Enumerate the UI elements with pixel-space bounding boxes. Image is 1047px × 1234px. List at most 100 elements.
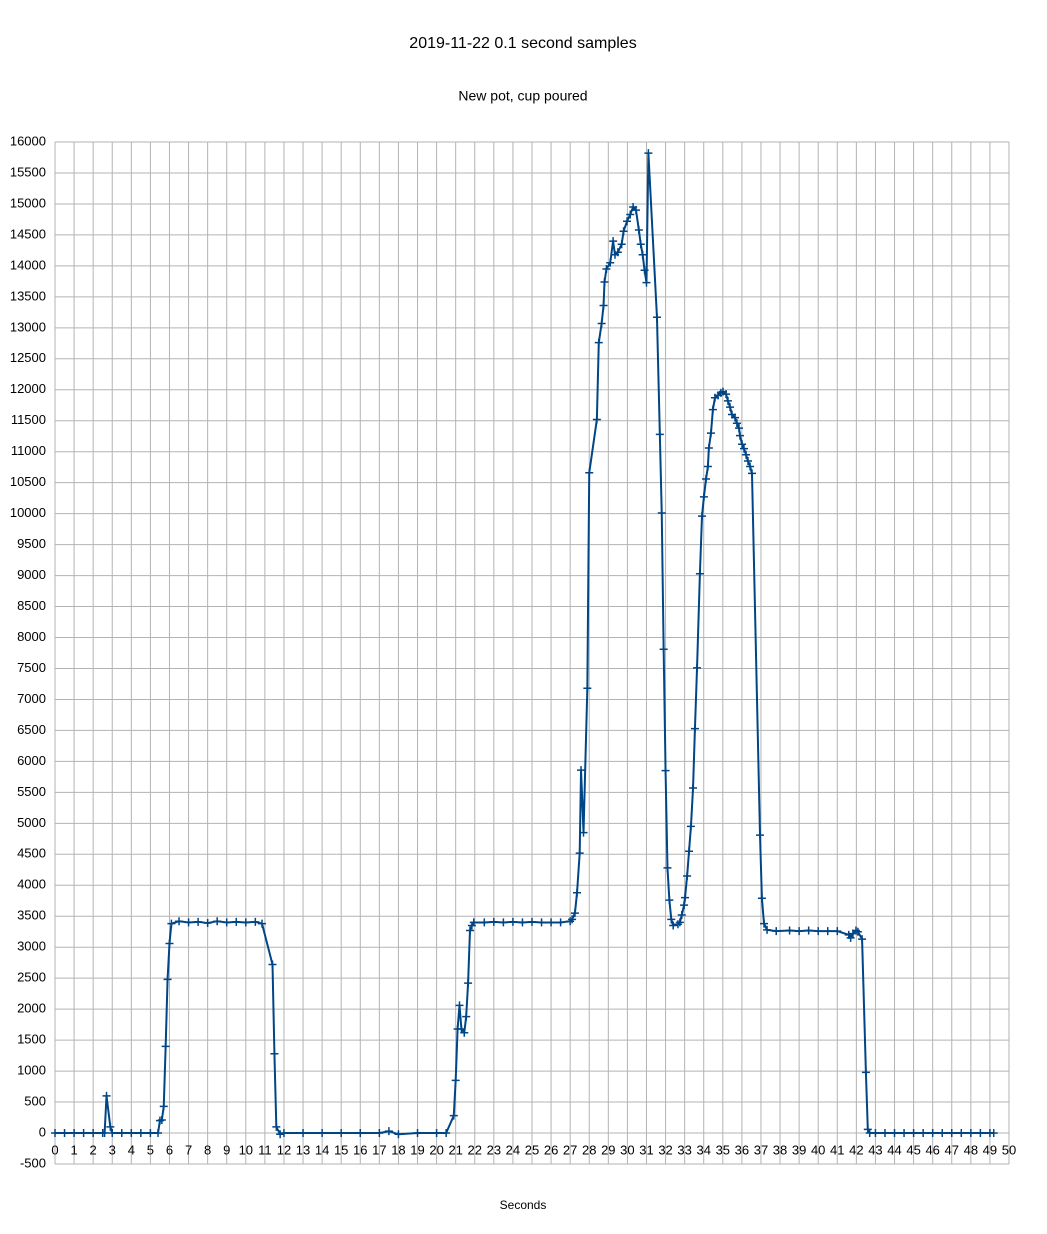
y-tick-label: 11000 xyxy=(11,443,46,458)
data-point xyxy=(673,920,682,929)
data-point xyxy=(570,909,579,918)
data-point xyxy=(528,917,536,926)
x-tick-label: 17 xyxy=(372,1142,386,1157)
y-tick-label: 6500 xyxy=(17,722,46,737)
data-point xyxy=(432,1129,441,1138)
data-point xyxy=(756,831,765,840)
y-tick-label: 13000 xyxy=(10,319,46,334)
data-point xyxy=(772,927,781,936)
x-tick-label: 29 xyxy=(601,1142,615,1157)
data-point xyxy=(909,1129,918,1138)
data-point xyxy=(455,1001,464,1010)
data-point xyxy=(51,1129,59,1138)
x-tick-label: 7 xyxy=(185,1142,192,1157)
data-point xyxy=(742,450,751,459)
data-point xyxy=(689,784,698,793)
x-tick-label: 49 xyxy=(983,1142,997,1157)
data-point xyxy=(900,1129,909,1138)
x-tick-label: 18 xyxy=(391,1142,405,1157)
data-point xyxy=(566,917,575,926)
x-tick-label: 48 xyxy=(964,1142,978,1157)
x-tick-label: 5 xyxy=(147,1142,154,1157)
data-point xyxy=(573,888,582,897)
data-point xyxy=(659,645,668,654)
x-tick-label: 22 xyxy=(468,1142,482,1157)
x-tick-label: 34 xyxy=(696,1142,710,1157)
data-point xyxy=(600,277,609,286)
data-point xyxy=(623,217,632,226)
data-point xyxy=(585,468,594,477)
x-tick-label: 37 xyxy=(754,1142,768,1157)
data-point xyxy=(919,1129,928,1138)
data-point xyxy=(464,979,473,988)
data-point xyxy=(640,266,649,275)
x-tick-label: 11 xyxy=(258,1142,272,1157)
data-point xyxy=(704,443,713,452)
y-tick-label: 7500 xyxy=(17,660,46,675)
x-tick-label: 6 xyxy=(166,1142,173,1157)
chart-subtitle: New pot, cup poured xyxy=(458,88,587,104)
data-point xyxy=(356,1129,365,1138)
data-point xyxy=(851,926,860,935)
data-point xyxy=(318,1129,327,1138)
x-tick-label: 13 xyxy=(296,1142,310,1157)
data-point xyxy=(136,1129,145,1138)
data-point xyxy=(723,396,732,405)
data-point xyxy=(735,431,744,440)
data-point xyxy=(508,917,517,926)
y-tick-label: 2000 xyxy=(17,1001,46,1016)
data-point xyxy=(732,419,741,428)
data-point xyxy=(677,911,686,920)
data-point xyxy=(161,1042,170,1051)
data-point xyxy=(652,313,661,322)
x-tick-label: 42 xyxy=(849,1142,863,1157)
data-point xyxy=(270,1049,279,1058)
data-point xyxy=(747,469,756,478)
y-tick-label: 7000 xyxy=(17,691,46,706)
data-point xyxy=(743,456,752,465)
x-tick-label: 43 xyxy=(868,1142,882,1157)
y-tick-label: 16000 xyxy=(10,133,46,148)
x-tick-label: 33 xyxy=(677,1142,691,1157)
y-tick-label: 11500 xyxy=(11,412,46,427)
data-point xyxy=(384,1127,393,1136)
data-point xyxy=(683,871,692,880)
x-tick-label: 30 xyxy=(620,1142,634,1157)
data-point xyxy=(268,960,277,969)
data-point xyxy=(746,462,755,471)
x-tick-label: 10 xyxy=(239,1142,253,1157)
data-point xyxy=(634,225,643,234)
x-tick-label: 9 xyxy=(223,1142,230,1157)
data-point xyxy=(871,1129,880,1138)
x-tick-label: 16 xyxy=(353,1142,367,1157)
data-point xyxy=(706,429,715,438)
data-point xyxy=(575,849,584,858)
data-point xyxy=(680,901,689,910)
x-axis-label: Seconds xyxy=(500,1198,547,1212)
y-tick-label: 5000 xyxy=(17,815,46,830)
data-point xyxy=(947,1129,956,1138)
data-point xyxy=(657,509,666,518)
x-tick-label: 15 xyxy=(334,1142,348,1157)
data-point xyxy=(127,1129,136,1138)
data-point xyxy=(738,440,747,449)
data-point xyxy=(89,1129,98,1138)
data-point xyxy=(928,1129,937,1138)
data-point xyxy=(556,918,565,927)
data-point xyxy=(631,206,640,215)
data-point xyxy=(597,319,606,328)
data-point xyxy=(739,444,748,453)
y-tick-label: 8500 xyxy=(17,598,46,613)
data-point xyxy=(858,935,867,944)
x-tick-label: 28 xyxy=(582,1142,596,1157)
data-point xyxy=(106,1122,115,1131)
x-tick-label: 38 xyxy=(773,1142,787,1157)
data-point xyxy=(613,248,622,257)
x-tick-label: 39 xyxy=(792,1142,806,1157)
data-point xyxy=(577,766,586,775)
data-point xyxy=(451,1076,460,1085)
data-point xyxy=(619,227,628,236)
data-point xyxy=(599,301,608,310)
y-tick-label: 4500 xyxy=(17,846,46,861)
